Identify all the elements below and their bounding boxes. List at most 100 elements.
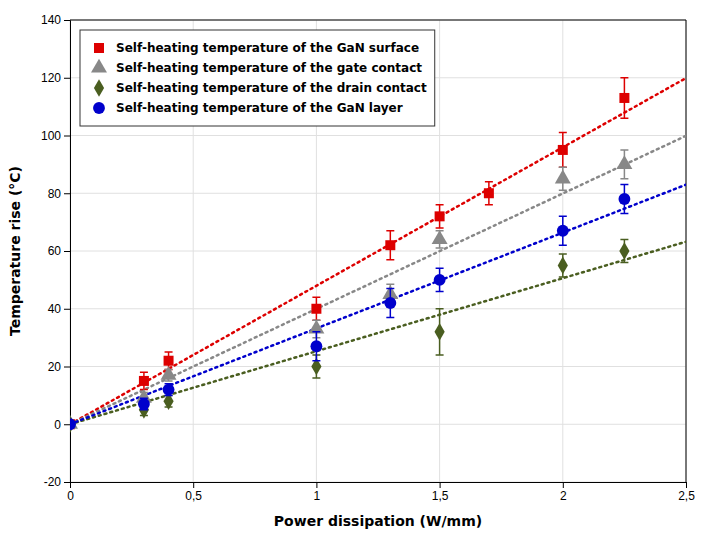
- tick-mark: [686, 482, 687, 488]
- tick: 0: [54, 418, 70, 432]
- tick: 2: [560, 482, 567, 503]
- tick-mark: [64, 367, 70, 368]
- tick: 40: [48, 302, 70, 316]
- marks: [70, 78, 686, 433]
- point: [70, 419, 75, 429]
- error-bar: [436, 205, 444, 228]
- point: [70, 418, 76, 430]
- point: [385, 240, 395, 250]
- x-axis: 0 0,5 1 1,5 2 2,5: [67, 482, 695, 503]
- point: [557, 225, 569, 237]
- trend-line: [70, 185, 686, 425]
- error-bar: [140, 372, 148, 389]
- legend-label: Self-heating temperature of the gate con…: [116, 61, 422, 75]
- legend-item: Self-heating temperature of the gate con…: [91, 59, 422, 75]
- tick-label: 1,5: [432, 489, 449, 503]
- y-axis: -20 0 20 40 60 80 100 120 140: [41, 13, 71, 489]
- point: [484, 188, 494, 198]
- grid: [70, 20, 686, 482]
- tick-mark: [64, 251, 70, 252]
- tick-label: 140: [41, 13, 61, 27]
- error-bar: [559, 133, 567, 168]
- legend-label: Self-heating temperature of the GaN laye…: [116, 101, 403, 115]
- tick: 20: [48, 360, 70, 374]
- legend-symbol: [94, 79, 104, 97]
- legend-symbol: [94, 43, 104, 53]
- series: [70, 239, 629, 433]
- legend-item: Self-heating temperature of the drain co…: [94, 79, 427, 97]
- tick-label: 1: [314, 489, 321, 503]
- tick-label: -20: [44, 475, 62, 489]
- tick: 60: [48, 244, 70, 258]
- tick-label: 2: [560, 489, 567, 503]
- tick-label: 0,5: [185, 489, 202, 503]
- tick: 0,5: [185, 482, 202, 503]
- point: [139, 376, 149, 386]
- legend-item: Self-heating temperature of the GaN laye…: [93, 101, 403, 115]
- tick: 2,5: [678, 482, 695, 503]
- series: [70, 78, 629, 430]
- tick-label: 0: [67, 489, 74, 503]
- tick-mark: [64, 482, 70, 483]
- tick: 0: [67, 482, 74, 503]
- series: [70, 150, 632, 429]
- point: [558, 145, 568, 155]
- tick-mark: [64, 78, 70, 79]
- grid-line: [70, 193, 686, 194]
- point: [161, 366, 177, 380]
- legend-label: Self-heating temperature of the GaN surf…: [116, 41, 419, 55]
- error-bar: [386, 231, 394, 260]
- frame: [686, 20, 687, 482]
- tick-label: 120: [41, 71, 61, 85]
- legend: Self-heating temperature of the GaN surf…: [80, 30, 435, 126]
- tick-mark: [193, 482, 194, 488]
- tick: -20: [44, 475, 70, 489]
- point: [618, 193, 630, 205]
- tick-mark: [64, 309, 70, 310]
- point: [164, 356, 174, 366]
- point: [555, 170, 571, 184]
- point: [432, 230, 448, 244]
- tick-label: 2,5: [678, 489, 695, 503]
- x-axis-title: Power dissipation (W/mm): [274, 513, 482, 529]
- tick-mark: [563, 482, 564, 488]
- chart: 0 0,5 1 1,5 2 2,5 -20 0 20 40 60 80 100 120 140 Self-he…: [0, 0, 714, 540]
- grid-line: [686, 20, 687, 482]
- point: [70, 415, 75, 433]
- point: [384, 297, 396, 309]
- grid-line: [70, 20, 686, 21]
- tick: 120: [41, 71, 70, 85]
- tick-mark: [64, 20, 70, 21]
- tick-label: 100: [41, 129, 61, 143]
- error-bar: [620, 78, 628, 118]
- point: [434, 274, 446, 286]
- legend-symbol: [91, 59, 107, 73]
- tick-mark: [64, 424, 70, 425]
- point: [616, 155, 632, 169]
- y-axis-title: Temperature rise (°C): [7, 166, 23, 336]
- point: [310, 340, 322, 352]
- tick: 100: [41, 129, 70, 143]
- point: [163, 384, 175, 396]
- tick-mark: [440, 482, 441, 488]
- legend-box: [80, 30, 435, 126]
- tick: 80: [48, 187, 70, 201]
- plot: 0 0,5 1 1,5 2 2,5 -20 0 20 40 60 80 100 120 140 Self-he…: [41, 13, 695, 502]
- tick-label: 0: [54, 418, 61, 432]
- point: [619, 93, 629, 103]
- point: [619, 242, 629, 260]
- legend-symbol: [93, 102, 105, 114]
- frame: [70, 20, 686, 21]
- axis-line: [64, 21, 71, 483]
- series: [70, 185, 630, 431]
- legend-label: Self-heating temperature of the drain co…: [116, 81, 427, 95]
- error-bar: [312, 297, 320, 320]
- legend-item: Self-heating temperature of the GaN surf…: [94, 41, 419, 55]
- tick-mark: [316, 482, 317, 488]
- tick-label: 80: [48, 187, 62, 201]
- grid-line: [70, 135, 686, 136]
- tick-label: 60: [48, 244, 62, 258]
- grid-line: [70, 424, 686, 425]
- point: [435, 323, 445, 341]
- error-bar: [485, 182, 493, 205]
